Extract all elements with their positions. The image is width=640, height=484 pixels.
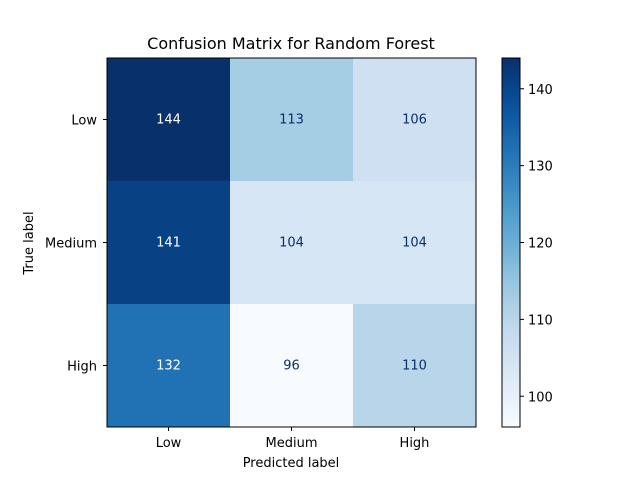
cell-low-medium bbox=[230, 58, 353, 181]
y-axis: Low Medium High bbox=[45, 114, 107, 375]
cell-low-low bbox=[107, 58, 230, 181]
y-tick-label: Medium bbox=[45, 237, 97, 252]
y-tick-label: Low bbox=[71, 114, 97, 129]
cell-medium-high bbox=[353, 181, 476, 304]
cell-value-label: 132 bbox=[156, 359, 181, 374]
x-tick-label: Low bbox=[156, 436, 182, 451]
cell-high-high bbox=[353, 304, 476, 427]
cell-medium-medium bbox=[230, 181, 353, 304]
cell-value-label: 113 bbox=[279, 113, 304, 128]
cell-low-high bbox=[353, 58, 476, 181]
cell-value-label: 106 bbox=[402, 113, 427, 128]
heatmap-cells bbox=[107, 58, 476, 427]
x-axis: Low Medium High bbox=[156, 427, 430, 451]
cell-value-label: 104 bbox=[402, 236, 427, 251]
cell-value-label: 96 bbox=[283, 359, 300, 374]
colorbar-tick-label: 110 bbox=[528, 313, 553, 328]
cell-value-label: 141 bbox=[156, 236, 181, 251]
x-tick-label: Medium bbox=[266, 436, 318, 451]
x-tick-label: High bbox=[400, 436, 430, 451]
y-axis-label: True label bbox=[22, 211, 37, 275]
cell-value-labels: 144 113 106 141 104 104 132 96 110 bbox=[156, 113, 427, 374]
cell-value-label: 110 bbox=[402, 359, 427, 374]
colorbar-tick-label: 130 bbox=[528, 160, 553, 175]
chart-title: Confusion Matrix for Random Forest bbox=[147, 34, 435, 53]
cell-medium-low bbox=[107, 181, 230, 304]
colorbar-gradient bbox=[502, 58, 520, 427]
x-axis-label: Predicted label bbox=[243, 456, 340, 471]
cell-high-medium bbox=[230, 304, 353, 427]
cell-value-label: 144 bbox=[156, 113, 181, 128]
colorbar-tick-label: 100 bbox=[528, 390, 553, 405]
y-tick-label: High bbox=[67, 360, 97, 375]
colorbar-tick-label: 140 bbox=[528, 83, 553, 98]
cell-high-low bbox=[107, 304, 230, 427]
colorbar-tick-label: 120 bbox=[528, 237, 553, 252]
cell-value-label: 104 bbox=[279, 236, 304, 251]
colorbar: 100 110 120 130 140 bbox=[501, 57, 553, 428]
